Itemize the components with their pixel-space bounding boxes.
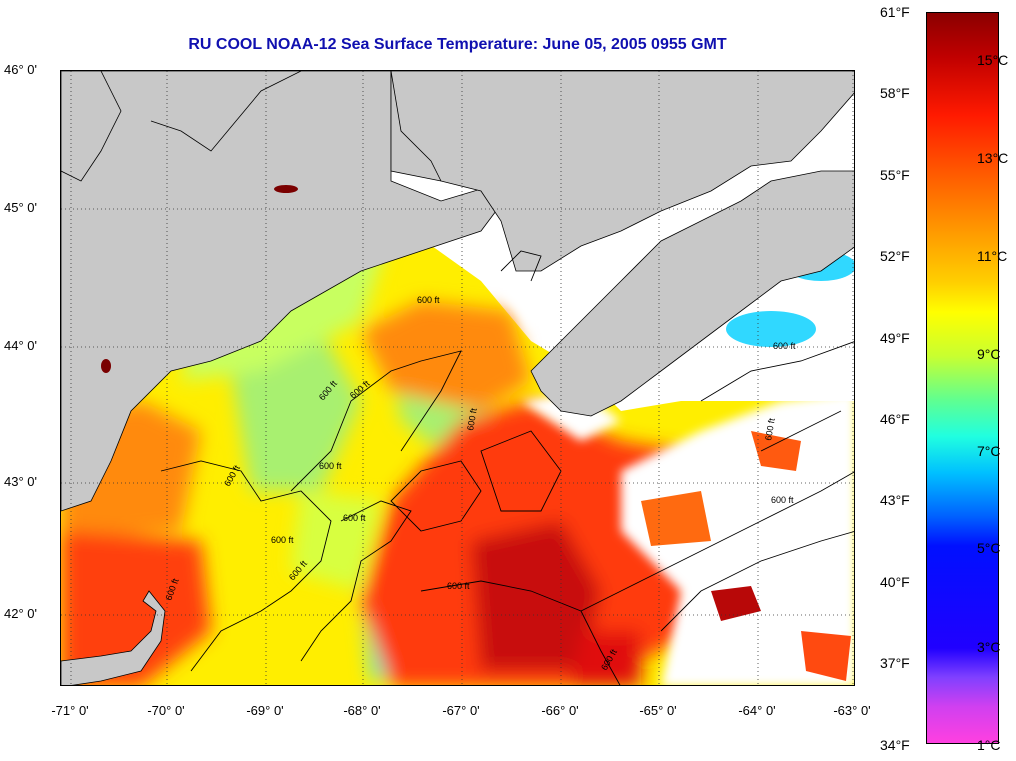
lon-label-69: -69° 0' [246, 703, 284, 718]
colorbar-f-58: 58°F [880, 85, 910, 101]
colorbar-c-3: 3°C [977, 639, 1001, 655]
colorbar-f-37: 37°F [880, 655, 910, 671]
boundaries [61, 71, 442, 182]
land-island-1 [274, 185, 298, 193]
colorbar-f-34: 34°F [880, 737, 910, 753]
contour-label-6: 600 ft [319, 461, 342, 471]
sst-cold-patch-1 [726, 311, 816, 347]
boundary-me-nb [390, 71, 442, 182]
lat-label-44: 44° 0' [4, 338, 37, 353]
lon-label-68: -68° 0' [343, 703, 381, 718]
colorbar-c-13: 13°C [977, 150, 1009, 166]
colorbar-f-52: 52°F [880, 248, 910, 264]
sst-patch-2 [751, 431, 801, 471]
lon-label-64: -64° 0' [738, 703, 776, 718]
land-cape-cod [61, 590, 166, 685]
lat-label-45: 45° 0' [4, 200, 37, 215]
contour-2 [290, 350, 462, 492]
colorbar-c-1: 1°C [977, 737, 1001, 753]
contour-7 [580, 610, 621, 685]
sst-patch-1 [711, 586, 761, 621]
land-island-2 [101, 359, 111, 373]
colorbar [926, 12, 999, 744]
colorbar-c-9: 9°C [977, 346, 1001, 362]
contour-4 [390, 460, 482, 532]
boundary-nh-vt [61, 71, 122, 182]
contour-9 [700, 341, 854, 402]
sst-yellow-green [291, 491, 381, 591]
lat-label-42: 42° 0' [4, 606, 37, 621]
contour-label-13: 600 ft [773, 341, 796, 351]
sst-dark-red-core [471, 521, 601, 671]
lat-label-43: 43° 0' [4, 474, 37, 489]
sst-southeast-red [571, 631, 641, 685]
colorbar-f-49: 49°F [880, 330, 910, 346]
colorbar-c-11: 11°C [977, 248, 1008, 264]
contour-label-12: 600 ft [771, 495, 794, 505]
sst-map-graphic: 600 ft 600 ft 600 ft 600 ft 600 ft 600 f… [61, 71, 854, 685]
chart-title: RU COOL NOAA-12 Sea Surface Temperature:… [188, 36, 727, 53]
land [61, 71, 854, 685]
sst-field [61, 191, 854, 685]
colorbar-f-55: 55°F [880, 167, 910, 183]
contour-5 [480, 430, 562, 512]
sst-map: 600 ft 600 ft 600 ft 600 ft 600 ft 600 f… [60, 70, 855, 686]
contour-11 [500, 250, 542, 282]
contour-1 [160, 460, 332, 672]
contour-label-14: 600 ft [763, 417, 777, 441]
lon-label-63: -63° 0' [833, 703, 871, 718]
lon-label-71: -71° 0' [51, 703, 89, 718]
colorbar-f-61: 61°F [880, 4, 910, 20]
depth-contours [160, 250, 854, 685]
contour-label-7: 600 ft [343, 513, 366, 523]
colorbar-f-43: 43°F [880, 492, 910, 508]
lon-label-65: -65° 0' [639, 703, 677, 718]
boundary-me-qc [150, 71, 302, 152]
sst-patch-4 [641, 491, 711, 546]
lon-label-70: -70° 0' [147, 703, 185, 718]
land-nova-scotia [530, 170, 854, 417]
lat-label-46: 46° 0' [4, 62, 37, 77]
contour-10 [760, 410, 842, 452]
contour-label-11: 600 ft [447, 581, 470, 591]
colorbar-f-46: 46°F [880, 411, 910, 427]
graticule [61, 71, 854, 685]
sst-northeast-orange [361, 301, 531, 411]
colorbar-c-15: 15°C [977, 52, 1009, 68]
land-new-england [61, 71, 512, 512]
contour-label-1: 600 ft [417, 295, 440, 305]
sst-cape-cod-warm [61, 531, 211, 685]
colorbar-c-7: 7°C [977, 443, 1001, 459]
contour-8 [660, 531, 854, 632]
colorbar-c-5: 5°C [977, 540, 1001, 556]
lon-label-66: -66° 0' [541, 703, 579, 718]
land-new-brunswick [390, 71, 854, 272]
lon-label-67: -67° 0' [442, 703, 480, 718]
contour-6 [420, 471, 854, 612]
sst-patch-3 [801, 631, 851, 681]
contour-label-8: 600 ft [271, 535, 294, 545]
contour-label-4: 600 ft [465, 407, 479, 431]
sst-central-green [231, 331, 361, 491]
contour-3 [300, 500, 412, 662]
colorbar-f-40: 40°F [880, 574, 910, 590]
